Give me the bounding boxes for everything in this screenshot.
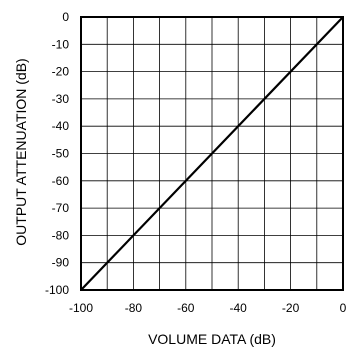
y-tick-label: -90 [52,256,70,270]
y-tick-label: -10 [52,37,70,51]
x-tick-label: 0 [340,301,347,315]
x-tick-labels: -100 -80 -60 -40 -20 0 [69,301,347,315]
y-tick-label: -30 [52,92,70,106]
series-layer [80,16,344,291]
plot-frame [80,16,344,291]
x-axis-label: VOLUME DATA (dB) [148,331,276,347]
x-tick-label: -100 [69,301,93,315]
y-tick-label: -20 [52,65,70,79]
y-tick-label: -60 [52,174,70,188]
y-tick-label: 0 [62,10,69,24]
series-line [80,16,344,291]
y-tick-labels: 0 -10 -20 -30 -40 -50 -60 -70 -80 -90 -100 [45,10,69,297]
y-tick-label: -50 [52,147,70,161]
x-tick-label: -40 [230,301,248,315]
x-tick-label: -60 [177,301,195,315]
y-tick-label: -40 [52,119,70,133]
x-tick-label: -20 [282,301,300,315]
x-tick-label: -80 [125,301,143,315]
y-tick-label: -80 [52,228,70,242]
y-axis-label: OUTPUT ATTENUATION (dB) [13,58,29,245]
y-tick-label: -100 [45,283,69,297]
y-tick-label: -70 [52,201,70,215]
